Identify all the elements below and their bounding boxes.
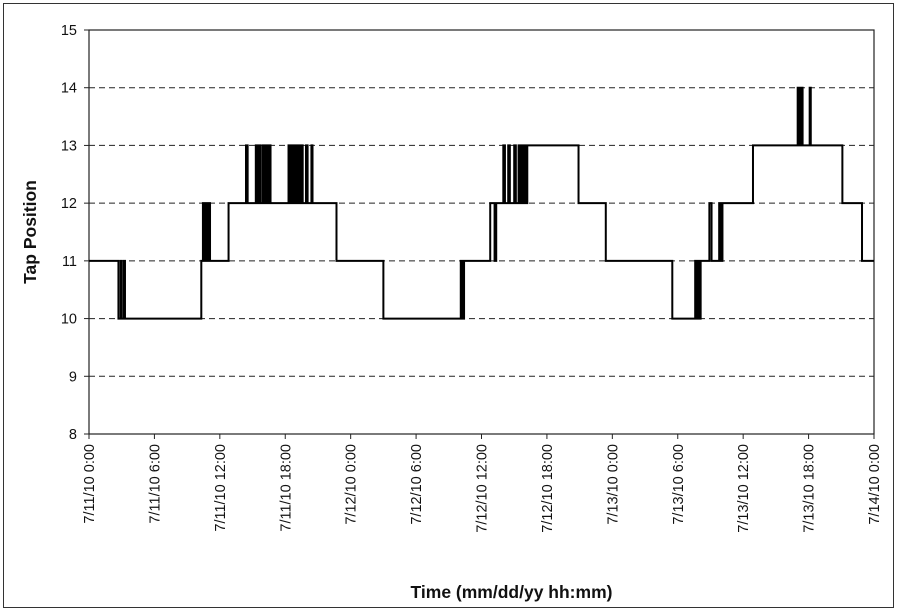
- chart-figure: 8 9 10 11 12 13 14 15 7/11/10 0:00 7/11/10 6:00 7/…: [3, 3, 894, 608]
- x-tick-label: 7/11/10 12:00: [213, 444, 229, 532]
- x-tick-label: 7/13/10 18:00: [802, 444, 818, 533]
- x-tick-label: 7/11/10 6:00: [147, 444, 163, 524]
- y-tick-label: 13: [61, 138, 77, 154]
- y-tick-label: 14: [61, 81, 77, 97]
- y-tick-label: 9: [69, 369, 77, 385]
- y-tick-label: 10: [61, 312, 77, 328]
- x-tick-label: 7/14/10 0:00: [867, 444, 883, 525]
- y-tick-label: 11: [62, 254, 77, 270]
- axes: [84, 29, 875, 439]
- x-tick-label: 7/12/10 18:00: [540, 444, 556, 533]
- y-tick-label: 8: [69, 427, 77, 443]
- x-tick-label: 7/11/10 0:00: [82, 444, 98, 524]
- series-line-0: [89, 86, 874, 320]
- tap-position-chart: 8 9 10 11 12 13 14 15 7/11/10 0:00 7/11/10 6:00 7/…: [20, 23, 883, 602]
- x-tick-label: 7/11/10 18:00: [278, 444, 294, 532]
- x-tick-label: 7/12/10 6:00: [409, 444, 425, 525]
- y-axis-title: Tap Position: [20, 180, 40, 284]
- x-tick-label: 7/13/10 6:00: [671, 444, 687, 525]
- x-axis-title: Time (mm/dd/yy hh:mm): [411, 582, 613, 602]
- y-tick-label: 15: [61, 23, 77, 39]
- series-layer: [89, 86, 874, 320]
- x-tick-label: 7/12/10 12:00: [475, 444, 491, 533]
- y-tick-label: 12: [61, 196, 77, 212]
- x-tick-label: 7/12/10 0:00: [344, 444, 360, 525]
- x-tick-label: 7/13/10 12:00: [736, 444, 752, 533]
- tick-labels: 8 9 10 11 12 13 14 15 7/11/10 0:00 7/11/10 6:00 7/…: [61, 23, 883, 533]
- x-tick-label: 7/13/10 0:00: [605, 444, 621, 525]
